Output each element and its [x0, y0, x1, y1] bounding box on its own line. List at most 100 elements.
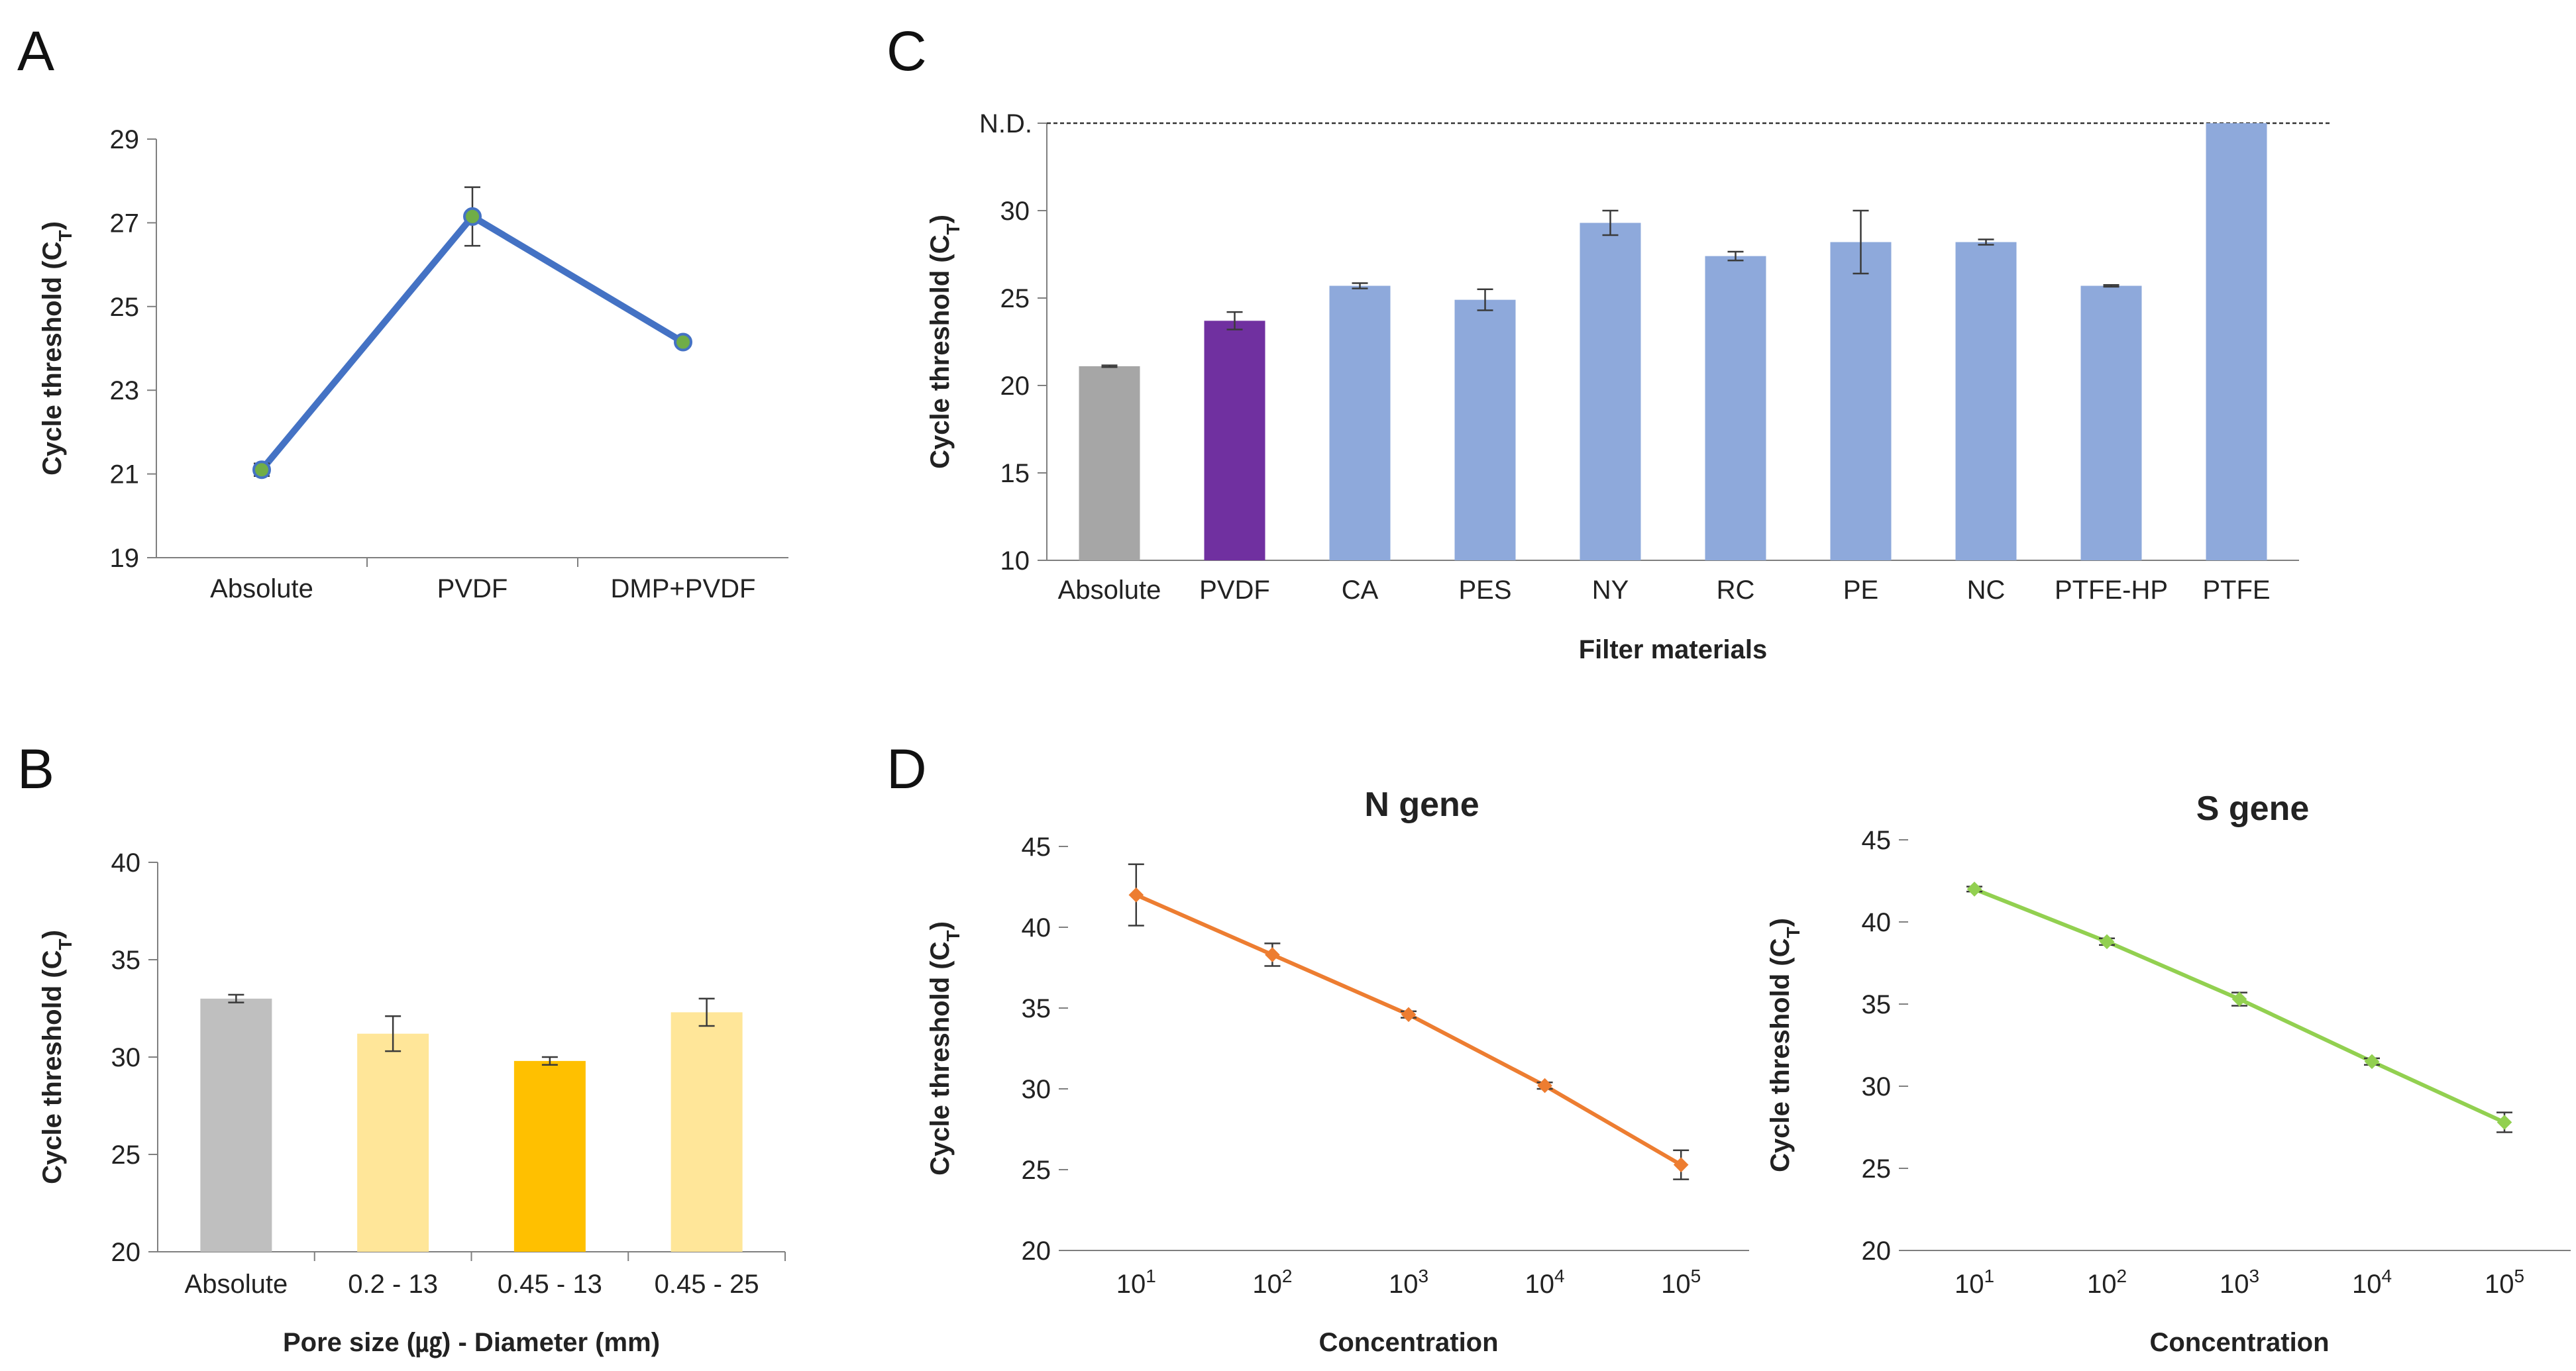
y-tick-label: 25: [110, 293, 140, 322]
y-tick-label: 20: [1000, 372, 1030, 401]
x-axis-title: Pore size (㎍) - Diameter (mm): [283, 1328, 660, 1359]
y-axis-title-subscript: T: [55, 230, 76, 241]
y-axis-title-subscript: T: [943, 223, 963, 234]
data-point-marker: [1966, 882, 1982, 897]
x-axis-title: Concentration: [1318, 1328, 1498, 1357]
x-tick-base: 10: [1525, 1270, 1555, 1299]
bar: [1454, 299, 1516, 560]
y-axis-title-main: Cycle threshold (C: [38, 950, 67, 1184]
y-tick-label: 30: [1022, 1075, 1051, 1104]
y-tick-label: 25: [111, 1141, 141, 1170]
y-axis-title: Cycle threshold (CT): [926, 921, 963, 1176]
y-tick-label: 23: [110, 376, 140, 405]
y-tick-label: 40: [1022, 913, 1051, 942]
x-tick-label: 103: [2220, 1266, 2259, 1299]
y-tick-label: 30: [111, 1043, 141, 1072]
chart-c-filter-materials-bar: 10 15 20 25 30 Cycle threshold (CT) Filter mat…: [926, 109, 2332, 664]
x-tick-label: PVDF: [1199, 576, 1270, 605]
bar: [2080, 285, 2142, 560]
chart-title: S gene: [2196, 789, 2310, 828]
y-tick-label: 25: [1000, 284, 1030, 313]
bar: [1830, 242, 1892, 560]
panel-letter-a: A: [17, 20, 54, 82]
x-tick-label: 105: [2485, 1266, 2524, 1299]
x-tick-base: 10: [2087, 1270, 2117, 1299]
y-tick-label: 45: [1862, 826, 1892, 855]
x-tick-label: PTFE: [2202, 576, 2270, 605]
bar: [1705, 256, 1766, 560]
y-axis-title: Cycle threshold (CT): [38, 930, 76, 1184]
data-point-marker: [1128, 887, 1144, 903]
y-axis-title-main: Cycle threshold (C: [926, 235, 955, 469]
y-tick-label: 45: [1022, 833, 1051, 862]
bar: [671, 1012, 743, 1252]
x-axis-title: Concentration: [2149, 1328, 2329, 1357]
y-axis-title: Cycle threshold (CT): [1766, 918, 1803, 1172]
x-tick-base: 10: [1389, 1270, 1419, 1299]
x-tick-exponent: 1: [1146, 1266, 1156, 1286]
data-point-marker: [2231, 991, 2247, 1007]
y-axis-title-subscript: T: [55, 939, 76, 950]
bar: [1580, 223, 1641, 560]
bar: [2206, 123, 2267, 560]
chart-a-cycle-threshold-line: 19 21 23 25 27 29 Cycle threshold (CT) Absolute…: [38, 125, 788, 603]
x-tick-exponent: 3: [2249, 1266, 2259, 1286]
y-tick-label: 27: [110, 209, 140, 238]
x-tick-base: 10: [2485, 1270, 2514, 1299]
data-point-marker: [252, 460, 271, 480]
x-tick-base: 10: [1252, 1270, 1282, 1299]
data-point-marker: [2364, 1054, 2380, 1070]
x-tick-label: NC: [1967, 576, 2006, 605]
y-axis-title-main: Cycle threshold (C: [1766, 939, 1795, 1172]
x-tick-label: 0.2 - 13: [348, 1270, 438, 1299]
x-tick-label: 101: [1955, 1266, 1994, 1299]
y-tick-label: 20: [1862, 1237, 1892, 1266]
data-point-marker: [2496, 1115, 2512, 1130]
x-tick-exponent: 5: [2514, 1266, 2524, 1286]
x-tick-label: Absolute: [185, 1270, 288, 1299]
x-tick-label: 102: [1252, 1266, 1292, 1299]
x-tick-label: RC: [1717, 576, 1755, 605]
y-tick-label: 35: [1022, 994, 1051, 1023]
x-tick-exponent: 2: [1282, 1266, 1293, 1286]
x-axis-title: Filter materials: [1579, 635, 1768, 664]
data-point-marker: [1265, 947, 1280, 962]
x-tick-base: 10: [1661, 1270, 1691, 1299]
x-tick-label: Absolute: [1058, 576, 1161, 605]
x-tick-base: 10: [1116, 1270, 1146, 1299]
y-axis-title-close: ): [38, 930, 67, 939]
y-axis-title-subscript: T: [943, 930, 963, 941]
y-tick-label: 29: [110, 125, 140, 154]
x-tick-exponent: 1: [1984, 1266, 1994, 1286]
y-tick-label: 25: [1022, 1156, 1051, 1185]
data-point-marker: [674, 332, 692, 352]
y-axis-title-close: ): [926, 215, 955, 223]
data-point-marker: [1673, 1157, 1689, 1172]
x-tick-label: DMP+PVDF: [611, 574, 756, 603]
y-tick-label: 40: [111, 848, 141, 878]
y-tick-label: 30: [1862, 1072, 1892, 1101]
bar: [1955, 242, 2017, 560]
x-tick-label: PE: [1843, 576, 1878, 605]
y-axis-title-main: Cycle threshold (C: [38, 242, 67, 476]
x-tick-exponent: 2: [2116, 1266, 2127, 1286]
x-tick-label: PTFE-HP: [2055, 576, 2168, 605]
x-tick-exponent: 4: [1554, 1266, 1565, 1286]
y-axis-title: Cycle threshold (CT): [38, 221, 76, 476]
y-tick-label: 20: [111, 1238, 141, 1267]
bar: [200, 998, 272, 1252]
bar: [513, 1060, 586, 1252]
y-tick-label: 40: [1862, 908, 1892, 937]
x-tick-label: 103: [1389, 1266, 1428, 1299]
bar: [1079, 366, 1140, 560]
panel-letter-b: B: [17, 738, 54, 800]
x-tick-exponent: 3: [1418, 1266, 1428, 1286]
y-tick-label: 35: [111, 946, 141, 975]
y-tick-label: 21: [110, 460, 140, 489]
x-tick-base: 10: [2220, 1270, 2249, 1299]
chart-b-pore-size-bar: 20 25 30 35 40 Cycle threshold (CT) Pore size …: [38, 848, 786, 1359]
x-tick-exponent: 5: [1691, 1266, 1701, 1286]
